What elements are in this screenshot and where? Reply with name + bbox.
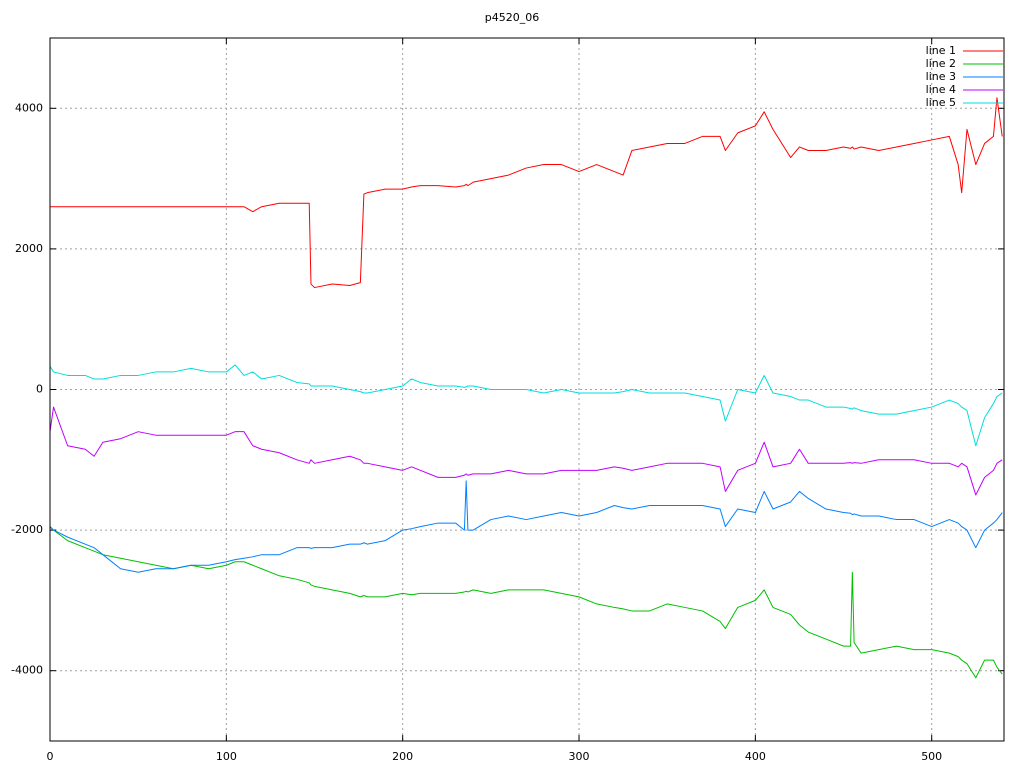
chart-title: p4520_06 [485,11,539,24]
x-tick-label: 0 [47,750,54,763]
y-tick-label: 4000 [15,101,43,114]
series-line [49,480,1003,573]
series-line [49,526,1003,679]
x-tick-label: 500 [921,750,942,763]
y-tick-label: 0 [36,383,43,396]
y-tick-label: -4000 [11,664,43,677]
x-tick-label: 100 [216,750,237,763]
series-line [50,97,1003,289]
y-tick-label: 2000 [15,242,43,255]
legend-label: line 3 [926,70,956,83]
y-tick-label: -2000 [11,523,43,536]
legend-label: line 1 [926,44,956,57]
legend-label: line 2 [926,57,956,70]
series-line [49,406,1003,496]
x-tick-label: 200 [392,750,413,763]
plot-frame [49,37,1005,742]
series-line [49,364,1003,447]
legend-label: line 4 [926,83,956,96]
x-tick-label: 400 [745,750,766,763]
x-tick-label: 300 [569,750,590,763]
plot-area: -4000 -2000 0 2000 4000 0 100 200 300 400 500 [11,38,1004,763]
legend-label: line 5 [926,96,956,109]
